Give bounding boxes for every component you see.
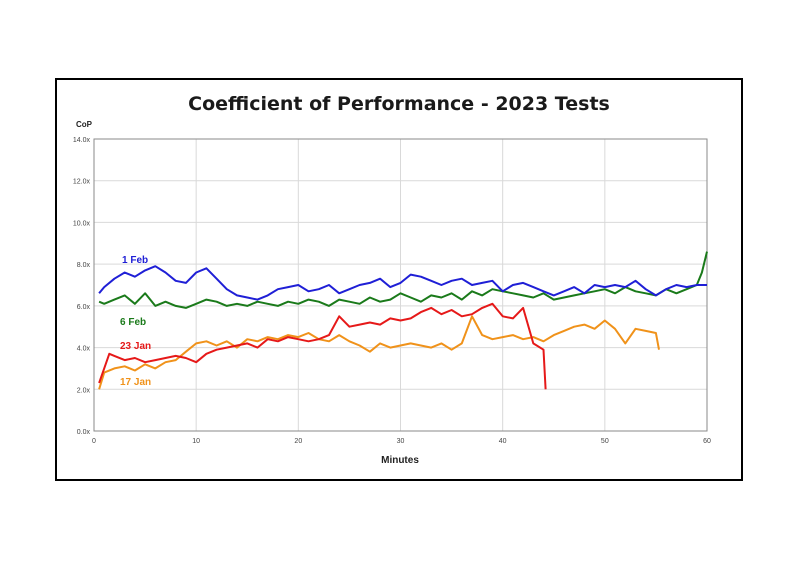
y-tick-label-1: 2.0x: [77, 387, 91, 394]
series-line-1-feb: [98, 265, 707, 301]
y-tick-label-0: 0.0x: [77, 429, 91, 436]
series-line-6-feb: [98, 251, 708, 309]
series-label-23-jan: 23 Jan: [120, 341, 151, 352]
y-tick-label-7: 14.0x: [73, 137, 91, 144]
chart-title: Coefficient of Performance - 2023 Tests: [188, 93, 610, 115]
x-tick-label-4: 40: [499, 438, 507, 445]
y-tick-label-3: 6.0x: [77, 304, 91, 311]
y-tick-label-5: 10.0x: [73, 220, 91, 227]
y-tick-label-2: 4.0x: [77, 346, 91, 353]
series-label-17-jan: 17 Jan: [120, 377, 151, 388]
series-lines: [98, 251, 708, 390]
x-tick-label-6: 60: [703, 438, 711, 445]
series-labels: 1 Feb 6 Feb 23 Jan 17 Jan: [120, 255, 151, 388]
x-tick-label-5: 50: [601, 438, 609, 445]
x-tick-label-3: 30: [397, 438, 405, 445]
chart-frame: [55, 78, 743, 481]
y-tick-label-6: 12.0x: [73, 179, 91, 186]
x-tick-label-1: 10: [192, 438, 200, 445]
series-line-23-jan: [98, 302, 547, 390]
series-line-17-jan: [98, 315, 660, 390]
y-axis-label: CoP: [76, 120, 93, 129]
y-tick-label-4: 8.0x: [77, 262, 91, 269]
x-tick-label-0: 0: [92, 438, 96, 445]
y-axis-ticks: 0.0x 2.0x 4.0x 6.0x 8.0x 10.0x 12.0x 14.0x: [73, 137, 91, 436]
x-axis-label: Minutes: [381, 455, 419, 466]
x-tick-label-2: 20: [294, 438, 302, 445]
series-label-1-feb: 1 Feb: [122, 255, 148, 266]
x-axis-ticks: 0 10 20 30 40 50 60: [92, 438, 711, 445]
series-label-6-feb: 6 Feb: [120, 317, 146, 328]
